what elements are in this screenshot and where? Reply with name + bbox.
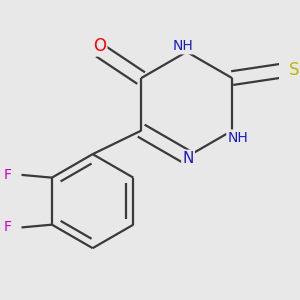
Text: S: S bbox=[289, 61, 300, 79]
Text: F: F bbox=[4, 168, 12, 182]
Text: NH: NH bbox=[172, 39, 193, 53]
Text: F: F bbox=[4, 220, 12, 234]
Text: O: O bbox=[93, 37, 106, 55]
Text: N: N bbox=[182, 151, 194, 166]
Text: NH: NH bbox=[227, 130, 248, 145]
